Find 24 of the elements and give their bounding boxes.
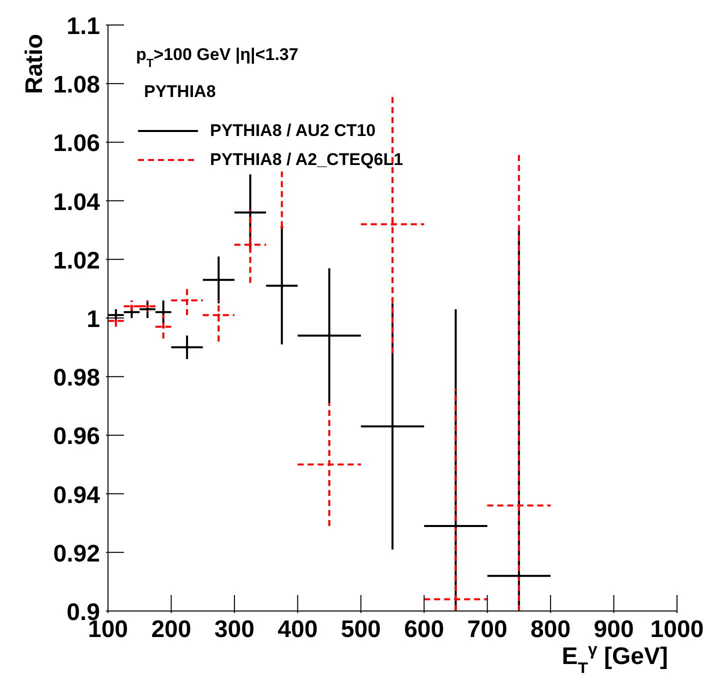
legend-label: PYTHIA8 / A2_CTEQ6L1 — [210, 150, 404, 170]
y-tick-label: 1.04 — [53, 188, 101, 216]
y-tick-label: 0.94 — [53, 482, 101, 509]
x-tick-label: 700 — [467, 616, 508, 643]
x-tick-label: 600 — [404, 616, 444, 643]
y-tick-label: 0.98 — [53, 364, 100, 392]
legend-label: PYTHIA8 / AU2 CT10 — [210, 120, 376, 140]
x-tick-label: 1000 — [650, 616, 704, 643]
y-tick-label: 1.06 — [53, 130, 100, 158]
x-tick-label: 900 — [594, 616, 634, 643]
y-tick-label: 1.02 — [53, 247, 100, 274]
y-tick-label: 0.96 — [53, 423, 100, 450]
y-tick-label: 1 — [86, 306, 100, 333]
x-tick-label: 500 — [340, 616, 381, 643]
y-tick-label: 1.1 — [66, 13, 100, 40]
x-tick-label: 200 — [151, 616, 192, 643]
y-tick-label: 1.08 — [53, 72, 100, 99]
annotation: p$_{T}$>100 GeV |η|<1.37 — [136, 45, 298, 70]
y-tick-label: 0.92 — [53, 540, 100, 568]
annotation: PYTHIA8 — [144, 82, 216, 101]
x-tick-label: 800 — [530, 616, 571, 643]
x-tick-label: 300 — [214, 616, 254, 643]
y-axis-title: Ratio — [21, 34, 48, 94]
x-tick-label: 400 — [278, 616, 318, 643]
